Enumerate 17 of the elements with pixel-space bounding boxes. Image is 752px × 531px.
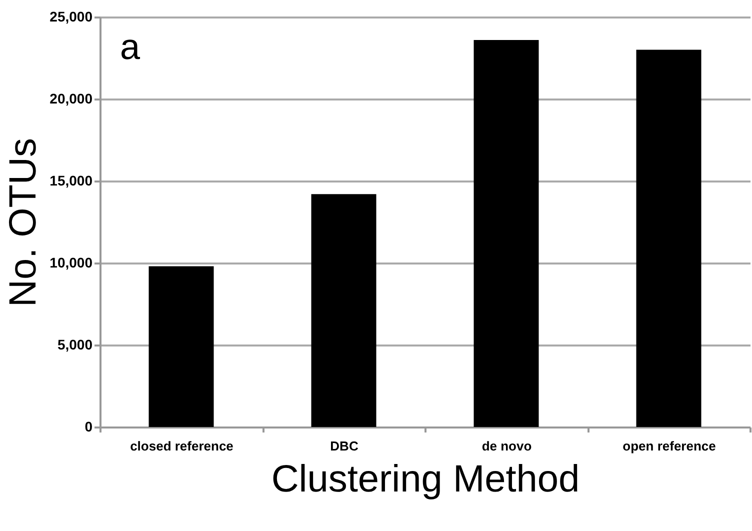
bar: [636, 50, 702, 427]
x-tick-label: closed reference: [130, 438, 234, 454]
y-tick-label: 0: [84, 418, 93, 434]
y-tick-label: 15,000: [50, 172, 93, 188]
bar: [311, 194, 376, 427]
y-tick-label: 10,000: [50, 254, 93, 270]
y-tick-label: 25,000: [50, 8, 93, 24]
annotation: a: [120, 26, 141, 67]
x-tick-label: open reference: [622, 438, 716, 454]
y-tick-label: 20,000: [50, 90, 93, 106]
y-tick-label: 5,000: [57, 336, 93, 352]
bar: [474, 40, 539, 427]
x-tick-label: de novo: [482, 438, 532, 454]
x-axis-title: Clustering Method: [271, 458, 580, 500]
bar: [148, 266, 214, 427]
y-axis-title: No. OTUs: [2, 138, 45, 307]
x-tick-label: DBC: [330, 438, 359, 454]
